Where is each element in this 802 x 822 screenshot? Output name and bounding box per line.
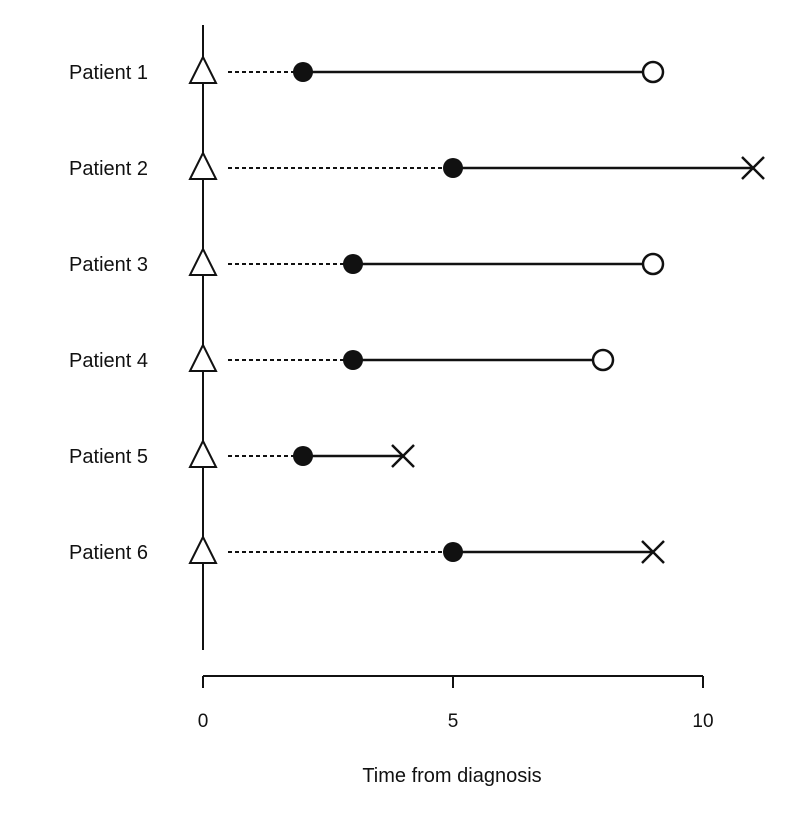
patient-rows: Patient 1 Patient 2 Patient 3 Patient 4 Pati… [69, 54, 765, 564]
diagnosis-triangle-marker [188, 150, 218, 180]
cross-stroke [741, 156, 765, 180]
axis-layer: 0 5 10 [198, 25, 714, 732]
entry-filled-circle-marker [293, 62, 313, 82]
patient-row: Patient 4 [69, 342, 615, 372]
entry-filled-circle-marker [443, 158, 463, 178]
patient-label: Patient 3 [69, 254, 148, 276]
censored-open-circle-marker [641, 252, 665, 276]
censored-open-circle-marker [641, 60, 665, 84]
patient-label: Patient 1 [69, 62, 148, 84]
diagnosis-triangle-marker [188, 342, 218, 372]
entry-filled-circle-marker [443, 542, 463, 562]
patient-row: Patient 5 [69, 438, 415, 468]
diagnosis-triangle-marker [188, 534, 218, 564]
patient-row: Patient 6 [69, 534, 665, 564]
diagnosis-triangle-marker [188, 438, 218, 468]
entry-filled-circle-marker [293, 446, 313, 466]
patient-label: Patient 4 [69, 350, 148, 372]
death-cross-marker [391, 444, 415, 468]
x-tick-label: 0 [198, 711, 209, 732]
diagnosis-triangle-marker [188, 246, 218, 276]
death-cross-marker [741, 156, 765, 180]
x-tick-label: 10 [692, 711, 713, 732]
patient-row: Patient 2 [69, 150, 765, 180]
cross-stroke [391, 444, 415, 468]
patient-row: Patient 1 [69, 54, 665, 84]
entry-filled-circle-marker [343, 254, 363, 274]
x-tick-label: 5 [448, 711, 459, 732]
death-cross-marker [641, 540, 665, 564]
patient-row: Patient 3 [69, 246, 665, 276]
entry-filled-circle-marker [343, 350, 363, 370]
diagnosis-triangle-marker [188, 54, 218, 84]
censored-open-circle-marker [591, 348, 615, 372]
patient-label: Patient 2 [69, 158, 148, 180]
patient-label: Patient 5 [69, 446, 148, 468]
patient-label: Patient 6 [69, 542, 148, 564]
cross-stroke [641, 540, 665, 564]
x-axis-title: Time from diagnosis [362, 765, 541, 787]
